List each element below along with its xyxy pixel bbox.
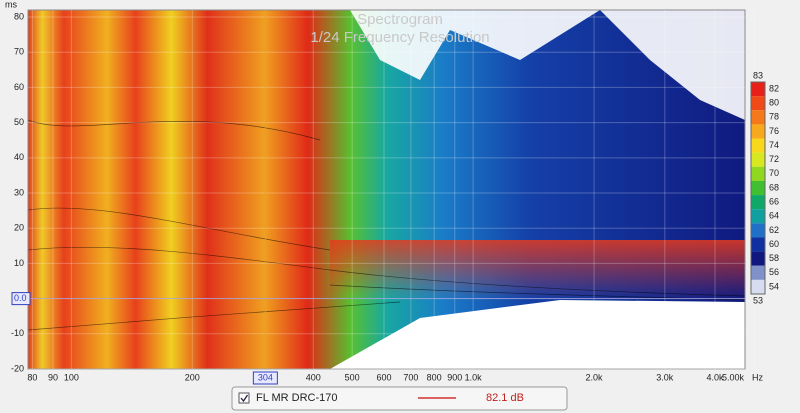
x-tick-label: 800 bbox=[427, 372, 442, 382]
colorbar-cell bbox=[751, 279, 765, 294]
colorbar-label: 74 bbox=[769, 140, 779, 150]
legend: FL MR DRC-170 82.1 dB bbox=[231, 386, 568, 411]
colorbar-frame bbox=[750, 81, 766, 295]
x-tick-label: 3.0k bbox=[656, 372, 674, 382]
x-tick-label: 600 bbox=[376, 372, 391, 382]
colorbar-label: 72 bbox=[769, 154, 779, 164]
colorbar-cell bbox=[751, 166, 765, 181]
y-tick-label: 30 bbox=[14, 187, 24, 197]
colorbar-label: 70 bbox=[769, 168, 779, 178]
y-tick-label: 80 bbox=[14, 11, 24, 21]
colorbar-max: 83 bbox=[753, 70, 763, 80]
chart-subtitle: 1/24 Frequency Resolution bbox=[310, 29, 489, 46]
y-tick-label: 50 bbox=[14, 117, 24, 127]
y-tick-label: 70 bbox=[14, 47, 24, 57]
colorbar-label: 54 bbox=[769, 281, 779, 291]
colorbar-label: 56 bbox=[769, 267, 779, 277]
y-tick-label: -20 bbox=[11, 363, 24, 373]
y-tick-label: 20 bbox=[14, 223, 24, 233]
x-tick-label: 700 bbox=[403, 372, 418, 382]
colorbar-cell bbox=[751, 152, 765, 167]
y-tick-label: 10 bbox=[14, 258, 24, 268]
colorbar-cell bbox=[751, 138, 765, 153]
spectrogram-floor bbox=[330, 240, 745, 300]
x-tick-label: 900 bbox=[447, 372, 462, 382]
colorbar-label: 78 bbox=[769, 112, 779, 122]
blank-region bbox=[330, 300, 745, 369]
colorbar-cell bbox=[751, 251, 765, 266]
colorbar-cell bbox=[751, 180, 765, 196]
colorbar-cell bbox=[751, 195, 765, 210]
legend-box bbox=[231, 386, 568, 411]
x-tick-label: 200 bbox=[185, 372, 200, 382]
cursor-y-label: 0.0 bbox=[14, 293, 27, 303]
y-axis-label: ms bbox=[5, 0, 17, 9]
x-tick-label: 90 bbox=[48, 372, 58, 382]
x-tick-label: 4.0k bbox=[707, 372, 725, 382]
x-tick-label: 5.00k bbox=[722, 372, 745, 382]
colorbar-cell bbox=[751, 265, 765, 280]
colorbar-label: 58 bbox=[769, 253, 779, 263]
y-tick-label: 60 bbox=[14, 82, 24, 92]
colorbar-label: 82 bbox=[769, 83, 779, 93]
y-tick-label: 40 bbox=[14, 152, 24, 162]
blank-region bbox=[350, 10, 745, 120]
colorbar-cell bbox=[751, 223, 765, 238]
cursor-x-label: 304 bbox=[258, 372, 273, 382]
x-tick-label: 1.0k bbox=[465, 372, 483, 382]
colorbar-label: 76 bbox=[769, 126, 779, 136]
colorbar-label: 68 bbox=[769, 182, 779, 192]
colorbar-label: 80 bbox=[769, 98, 779, 108]
colorbar-label: 60 bbox=[769, 239, 779, 249]
colorbar-label: 64 bbox=[769, 211, 779, 221]
colorbar-cell bbox=[751, 82, 765, 97]
colorbar-min: 53 bbox=[753, 295, 763, 305]
colorbar-cell bbox=[751, 237, 765, 252]
y-tick-label: -10 bbox=[11, 328, 24, 338]
colorbar-cell bbox=[751, 209, 765, 224]
cursor-x-box bbox=[252, 371, 278, 385]
x-tick-label: 2.0k bbox=[586, 372, 604, 382]
x-axis-label: Hz bbox=[752, 372, 763, 382]
legend-name: FL MR DRC-170 bbox=[256, 392, 338, 404]
x-tick-label: 400 bbox=[306, 372, 321, 382]
chart-title: Spectrogram bbox=[357, 11, 443, 28]
cursor-y-box bbox=[11, 292, 31, 306]
colorbar-label: 62 bbox=[769, 225, 779, 235]
colorbar-label: 66 bbox=[769, 197, 779, 207]
colorbar-cell bbox=[751, 124, 765, 139]
x-tick-label: 500 bbox=[345, 372, 360, 382]
check-mark bbox=[240, 394, 249, 403]
plot-frame bbox=[27, 9, 746, 370]
legend-checkbox[interactable] bbox=[238, 392, 250, 404]
x-tick-label: 80 bbox=[27, 372, 37, 382]
colorbar-cell bbox=[751, 110, 765, 125]
legend-value: 82.1 dB bbox=[486, 392, 524, 404]
x-tick-label: 100 bbox=[64, 372, 79, 382]
colorbar-cell bbox=[751, 96, 765, 111]
